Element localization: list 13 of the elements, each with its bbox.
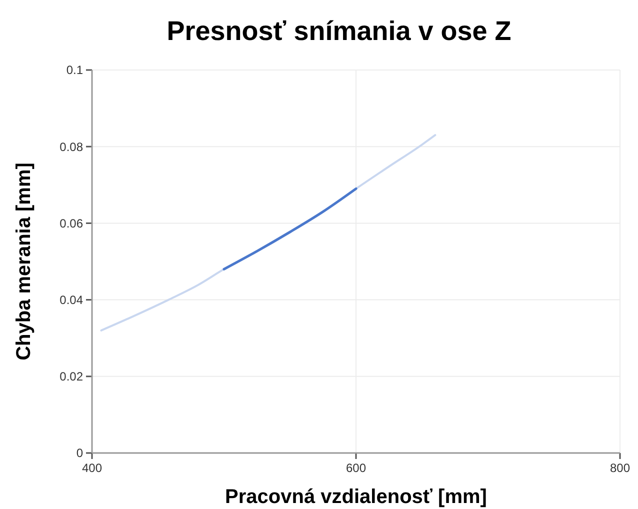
y-tick-label: 0.1 bbox=[66, 63, 84, 78]
y-tick-label: 0.02 bbox=[60, 370, 84, 384]
chart-title: Presnosť snímania v ose Z bbox=[166, 16, 512, 46]
y-axis-title: Chyba merania [mm] bbox=[13, 162, 35, 360]
x-tick-label: 800 bbox=[610, 461, 630, 475]
y-tick-label: 0.04 bbox=[60, 293, 84, 307]
y-tick-label: 0.08 bbox=[60, 140, 84, 154]
y-tick-label: 0 bbox=[76, 446, 84, 460]
line-series bbox=[222, 187, 358, 270]
y-tick-label: 0.06 bbox=[60, 216, 84, 230]
x-tick-label: 600 bbox=[346, 461, 366, 475]
x-axis-title: Pracovná vzdialenosť [mm] bbox=[225, 486, 487, 508]
x-tick-label: 400 bbox=[82, 461, 102, 475]
